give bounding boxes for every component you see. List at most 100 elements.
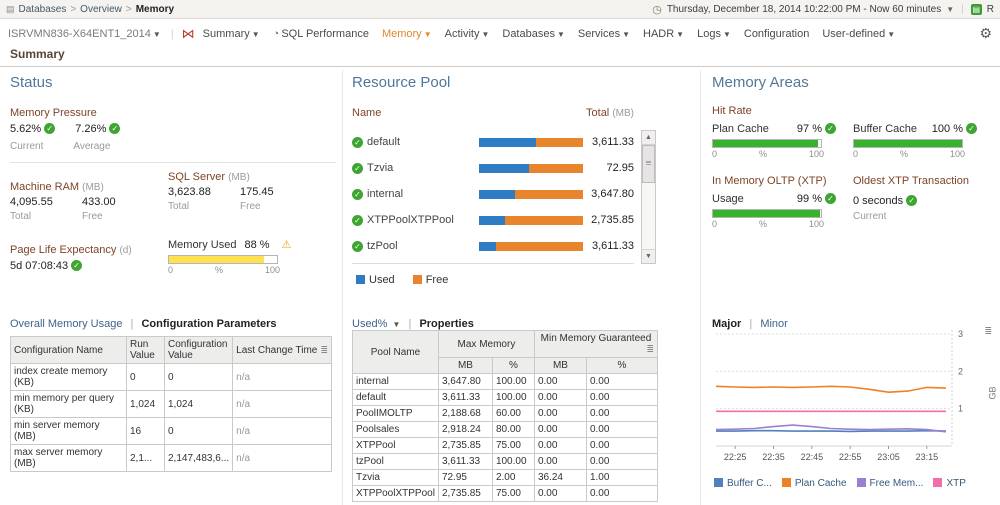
gear-icon[interactable]: ⚙ xyxy=(979,25,992,41)
legend-item[interactable]: XTP xyxy=(933,478,966,489)
col-configuration-name[interactable]: Configuration Name xyxy=(10,336,127,364)
pool-name[interactable]: Tzvia xyxy=(367,162,394,174)
col-last-change-time[interactable]: Last Change Time ≣ xyxy=(232,336,332,364)
resource-pool-row[interactable]: ✓ XTPPoolXTPPool 2,735.85 xyxy=(352,207,664,233)
col-max-memory[interactable]: Max Memory xyxy=(437,330,535,358)
column-divider xyxy=(342,70,343,505)
col-configuration-value[interactable]: Configuration Value xyxy=(163,336,234,364)
cell: 3,647.80 xyxy=(437,373,493,390)
table-row[interactable]: tzPool 3,611.33 100.00 0.00 0.00 xyxy=(352,453,659,470)
legend-used: Used xyxy=(356,274,395,286)
legend-swatch xyxy=(714,478,723,487)
table-row[interactable]: Tzvia 72.95 2.00 36.24 1.00 xyxy=(352,469,659,486)
sql-server-total: 3,623.88 xyxy=(168,186,211,198)
major-link[interactable]: Major xyxy=(712,318,742,330)
col-pool-name[interactable]: Pool Name xyxy=(352,330,439,374)
col-min-memory-guaranteed[interactable]: Min Memory Guaranteed ≣ xyxy=(533,330,659,358)
oldest-xtp-value: 0 seconds xyxy=(853,195,904,207)
nav-item-user-defined[interactable]: User-defined ▼ xyxy=(822,27,896,40)
resource-pool-row[interactable]: ✓ default 3,611.33 xyxy=(352,129,664,155)
nav-item-databases[interactable]: Databases ▼ xyxy=(502,27,565,40)
col-min-mb[interactable]: MB xyxy=(533,357,587,374)
table-customizer-icon[interactable]: ≣ xyxy=(646,344,654,354)
col-max-pct[interactable]: % xyxy=(491,357,535,374)
table-row[interactable]: PoolIMOLTP 2,188.68 60.00 0.00 0.00 xyxy=(352,405,659,422)
current-label: Current xyxy=(10,141,44,152)
ok-icon: ✓ xyxy=(352,136,363,148)
nav-item-summary[interactable]: Summary ▼ xyxy=(202,27,260,40)
table-row[interactable]: max server memory (MB) 2,1... 2,147,483,6.… xyxy=(10,444,332,472)
server-selector[interactable]: ISRVMN836-X64ENT1_2014 ▼ xyxy=(8,28,161,40)
time-range-selector[interactable]: ◷ Thursday, December 18, 2014 10:22:00 P… xyxy=(652,3,994,16)
nav-item-configuration[interactable]: Configuration xyxy=(743,27,810,40)
reports-icon[interactable]: ▤ xyxy=(970,3,982,15)
cell: 75.00 xyxy=(491,485,535,502)
time-range-label[interactable]: Thursday, December 18, 2014 10:22:00 PM … xyxy=(666,3,942,15)
table-customizer-icon[interactable]: ≣ xyxy=(320,344,328,355)
legend-item[interactable]: Buffer C... xyxy=(714,478,772,489)
ok-icon: ✓ xyxy=(44,123,56,134)
cell: 0.00 xyxy=(585,389,659,406)
table-row[interactable]: XTPPoolXTPPool 2,735.85 75.00 0.00 0.00 xyxy=(352,485,659,502)
table-header-row: Configuration Name Run Value Configurati… xyxy=(10,336,332,364)
configuration-parameters-link[interactable]: Configuration Parameters xyxy=(141,318,277,330)
col-run-value[interactable]: Run Value xyxy=(126,336,165,364)
col-max-mb[interactable]: MB xyxy=(437,357,493,374)
nav-item-hadr[interactable]: HADR ▼ xyxy=(643,27,685,40)
resource-pool-row[interactable]: ✓ tzPool 3,611.33 xyxy=(352,233,664,259)
table-row[interactable]: min memory per query (KB) 1,024 1,024 n/a xyxy=(10,390,332,418)
scroll-up-button[interactable]: ▲ xyxy=(642,131,655,145)
minor-link[interactable]: Minor xyxy=(760,318,788,330)
nav-item-services[interactable]: Services ▼ xyxy=(577,27,630,40)
table-row[interactable]: default 3,611.33 100.00 0.00 0.00 xyxy=(352,389,659,406)
scrollbar[interactable]: ▲ ▼ xyxy=(641,130,656,264)
reports-label[interactable]: R xyxy=(986,3,994,15)
scroll-down-button[interactable]: ▼ xyxy=(642,249,655,263)
sql-server-unit: (MB) xyxy=(228,172,250,183)
table-row[interactable]: Poolsales 2,918.24 80.00 0.00 0.00 xyxy=(352,421,659,438)
nav-item-memory[interactable]: Memory ▼ xyxy=(381,27,432,40)
properties-link[interactable]: Properties xyxy=(419,318,474,330)
cell: 16 xyxy=(126,417,165,445)
pool-name[interactable]: internal xyxy=(367,188,404,200)
scrollbar-thumb[interactable] xyxy=(642,145,655,183)
scrollbar-track[interactable] xyxy=(642,145,655,249)
svg-text:22:35: 22:35 xyxy=(762,452,785,462)
legend-item[interactable]: Free Mem... xyxy=(856,478,923,489)
chevron-down-icon[interactable]: ▼ xyxy=(392,320,401,329)
nav-item-sql-performance[interactable]: ◔ SQL Performance xyxy=(272,27,369,40)
pool-name[interactable]: tzPool xyxy=(367,240,398,252)
server-name[interactable]: ISRVMN836-X64ENT1_2014 xyxy=(8,27,151,40)
resource-pool-row[interactable]: ✓ Tzvia 72.95 xyxy=(352,155,664,181)
chevron-down-icon: ▼ xyxy=(423,29,432,39)
table-row[interactable]: index create memory (KB) 0 0 n/a xyxy=(10,363,332,391)
chevron-down-icon[interactable]: ▼ xyxy=(152,29,161,39)
cell: Poolsales xyxy=(352,421,439,438)
pool-name[interactable]: default xyxy=(367,136,401,148)
cell: 0.00 xyxy=(533,485,587,502)
chart-options-icon[interactable]: ≣ xyxy=(984,326,992,336)
overall-memory-usage-link[interactable]: Overall Memory Usage xyxy=(10,318,123,330)
chevron-down-icon[interactable]: ▼ xyxy=(946,4,955,14)
xtp-usage-bar xyxy=(712,209,822,218)
used-percent-sort-link[interactable]: Used% ▼ xyxy=(352,318,401,330)
pool-usage-bar xyxy=(479,163,583,173)
cell: 0 xyxy=(163,417,234,445)
table-row[interactable]: internal 3,647.80 100.00 0.00 0.00 xyxy=(352,373,659,390)
breadcrumb-overview[interactable]: Overview xyxy=(80,3,122,15)
nav-item-logs[interactable]: Logs ▼ xyxy=(697,27,731,40)
ok-icon: ✓ xyxy=(825,123,836,134)
resource-pool-row[interactable]: ✓ internal 3,647.80 xyxy=(352,181,664,207)
hit-rate-label: Hit Rate xyxy=(712,105,752,117)
legend-item[interactable]: Plan Cache xyxy=(781,478,847,489)
resource-pool-panel-title: Resource Pool xyxy=(352,74,451,91)
table-row[interactable]: XTPPool 2,735.85 75.00 0.00 0.00 xyxy=(352,437,659,454)
pool-name[interactable]: XTPPoolXTPPool xyxy=(367,214,454,226)
machine-ram-total: 4,095.55 xyxy=(10,196,53,208)
nav-item-activity[interactable]: Activity ▼ xyxy=(444,27,490,40)
warning-icon: ⚠ xyxy=(281,239,292,251)
col-min-pct[interactable]: % xyxy=(585,357,659,374)
status-panel-title: Status xyxy=(10,74,53,91)
table-row[interactable]: min server memory (MB) 16 0 n/a xyxy=(10,417,332,445)
breadcrumb-databases[interactable]: Databases xyxy=(18,3,67,15)
